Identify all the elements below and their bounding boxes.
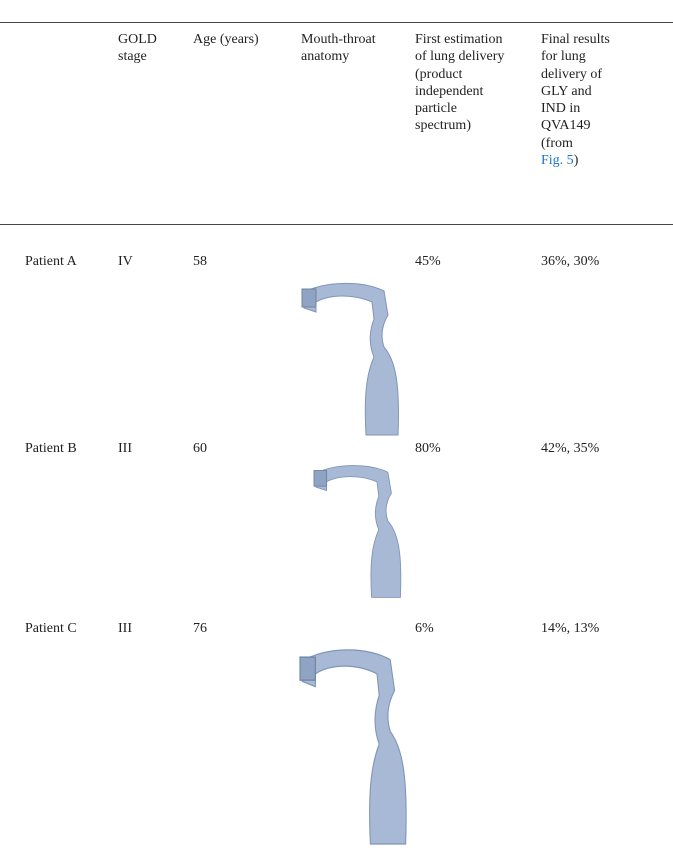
text-line: Mouth-throat — [301, 32, 376, 47]
header-cell: Mouth-throat anatomy — [301, 31, 376, 66]
body-cell: 6% — [415, 620, 434, 637]
text-line: delivery of — [541, 66, 603, 82]
body-cell: Patient B — [25, 440, 77, 457]
text-line: 14%, 13% — [541, 621, 600, 636]
body-cell: IV — [118, 253, 133, 270]
body-cell: 60 — [193, 440, 207, 457]
body-cell: 14%, 13% — [541, 620, 599, 637]
text-line: GLY and — [541, 83, 592, 99]
text-line: QVA149 — [541, 118, 591, 134]
text-line: Age (years) — [193, 32, 259, 47]
text: ) — [573, 153, 579, 169]
body-cell: 58 — [193, 253, 207, 270]
text-line: IND in — [541, 101, 581, 117]
text-line: III — [118, 621, 132, 636]
text-line: 60 — [193, 441, 207, 456]
text-line: 42%, 35% — [541, 441, 600, 456]
header-cell: Final results for lung delivery of GLY and I… — [541, 31, 610, 169]
text-line: 45% — [415, 254, 441, 269]
text-line: of lung delivery — [415, 49, 505, 65]
body-cell: 76 — [193, 620, 207, 637]
text-line: 76 — [193, 621, 207, 636]
body-cell: Patient C — [25, 620, 77, 637]
airway-c — [299, 649, 407, 845]
text-line: 58 — [193, 254, 207, 269]
text-line: IV — [118, 254, 133, 269]
text-line: stage — [118, 49, 147, 65]
airway-a — [301, 282, 399, 436]
body-cell: 80% — [415, 440, 441, 457]
body-cell: Patient A — [25, 253, 77, 270]
text-line: (product — [415, 66, 463, 82]
text-line: (from — [541, 135, 573, 151]
body-cell: 42%, 35% — [541, 440, 599, 457]
text-line: particle — [415, 101, 457, 117]
text-line: Fig. 5) — [541, 152, 610, 169]
text-line: Final results — [541, 32, 610, 47]
body-cell: III — [118, 620, 132, 637]
text-line: GOLD — [118, 32, 157, 47]
header-cell: Age (years) — [193, 31, 259, 48]
text-line: III — [118, 441, 132, 456]
text-line: Patient C — [25, 621, 77, 636]
header-cell: First estimation of lung delivery (product… — [415, 31, 504, 135]
text-line: anatomy — [301, 49, 350, 65]
text-line: independent — [415, 83, 484, 99]
body-cell: 36%, 30% — [541, 253, 599, 270]
text-line: 6% — [415, 621, 434, 636]
text-line: for lung — [541, 49, 586, 65]
header-rule — [0, 224, 673, 225]
figure-link[interactable]: Fig. 5 — [541, 153, 574, 169]
table-top-rule — [0, 22, 673, 23]
text-line: First estimation — [415, 32, 503, 47]
airway-b — [313, 465, 402, 598]
body-cell: III — [118, 440, 132, 457]
text-line: Patient B — [25, 441, 77, 456]
text-line: 80% — [415, 441, 441, 456]
text-line: 36%, 30% — [541, 254, 600, 269]
text-line: spectrum) — [415, 118, 471, 134]
body-cell: 45% — [415, 253, 441, 270]
header-cell: GOLD stage — [118, 31, 157, 66]
text-line: Patient A — [25, 254, 77, 269]
